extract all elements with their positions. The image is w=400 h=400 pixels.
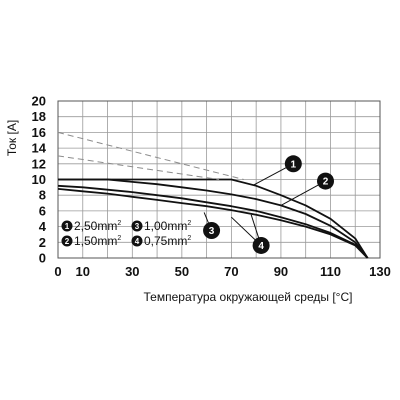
callout-layer: 1 2 3 4 bbox=[203, 155, 335, 254]
grid bbox=[57, 100, 381, 259]
y-tick-label: 6 bbox=[39, 203, 46, 218]
y-tick-label: 4 bbox=[39, 219, 47, 234]
x-axis-title: Температура окружающей среды [°C] bbox=[144, 290, 353, 304]
y-tick-label: 14 bbox=[32, 141, 47, 156]
y-tick-label: 16 bbox=[32, 125, 46, 140]
legend-label: 2,50mm2 bbox=[74, 219, 121, 233]
callout-badge-2 bbox=[317, 172, 335, 190]
x-tick-label: 50 bbox=[175, 264, 189, 279]
callout-badge-number: 2 bbox=[323, 177, 329, 188]
legend-label: 1,50mm2 bbox=[74, 234, 121, 248]
legend-label: 0,75mm2 bbox=[144, 234, 191, 248]
callout-badge-number: 3 bbox=[209, 226, 215, 237]
x-tick-label: 90 bbox=[274, 264, 288, 279]
x-tick-label: 130 bbox=[369, 264, 391, 279]
x-tick-label: 70 bbox=[224, 264, 238, 279]
y-tick-label: 18 bbox=[32, 109, 46, 124]
y-tick-label: 10 bbox=[32, 172, 46, 187]
legend-badge-1 bbox=[61, 220, 73, 232]
x-tick-label: 0 bbox=[54, 264, 61, 279]
legend-badge-number: 3 bbox=[135, 222, 140, 231]
y-tick-label: 20 bbox=[32, 94, 46, 109]
x-tick-label: 30 bbox=[125, 264, 139, 279]
legend-badge-4 bbox=[131, 235, 143, 247]
callout-badge-number: 4 bbox=[258, 241, 264, 252]
legend-badge-3 bbox=[131, 220, 143, 232]
legend-badge-2 bbox=[61, 235, 73, 247]
callout-badge-1 bbox=[284, 155, 302, 173]
y-tick-label: 0 bbox=[39, 251, 46, 266]
x-tick-label: 110 bbox=[320, 264, 341, 279]
y-tick-label: 12 bbox=[32, 156, 46, 171]
x-tick-label: 10 bbox=[76, 264, 90, 279]
series-line-dashed bbox=[57, 131, 244, 180]
legend-unit-superscript: 2 bbox=[187, 220, 191, 227]
legend-unit-superscript: 2 bbox=[187, 235, 191, 242]
legend-label: 1,00mm2 bbox=[144, 219, 191, 233]
callout-badge-3 bbox=[203, 222, 221, 240]
legend-badge-number: 2 bbox=[65, 237, 70, 246]
series-line-3 bbox=[57, 184, 369, 259]
callout-badge-number: 1 bbox=[291, 159, 297, 170]
legend-badge-number: 1 bbox=[65, 222, 70, 231]
y-tick-label: 2 bbox=[39, 235, 46, 250]
legend-unit-superscript: 2 bbox=[117, 220, 121, 227]
series-line-4 bbox=[57, 188, 369, 259]
callout-badge-4 bbox=[252, 236, 270, 254]
series-line-2 bbox=[58, 178, 369, 259]
legend-badge-number: 4 bbox=[135, 237, 140, 246]
series-line-dashed bbox=[57, 155, 220, 180]
y-axis-title: Ток [A] bbox=[5, 120, 19, 156]
series-layer bbox=[57, 131, 369, 259]
y-tick-label: 8 bbox=[39, 188, 46, 203]
legend-unit-superscript: 2 bbox=[117, 235, 121, 242]
